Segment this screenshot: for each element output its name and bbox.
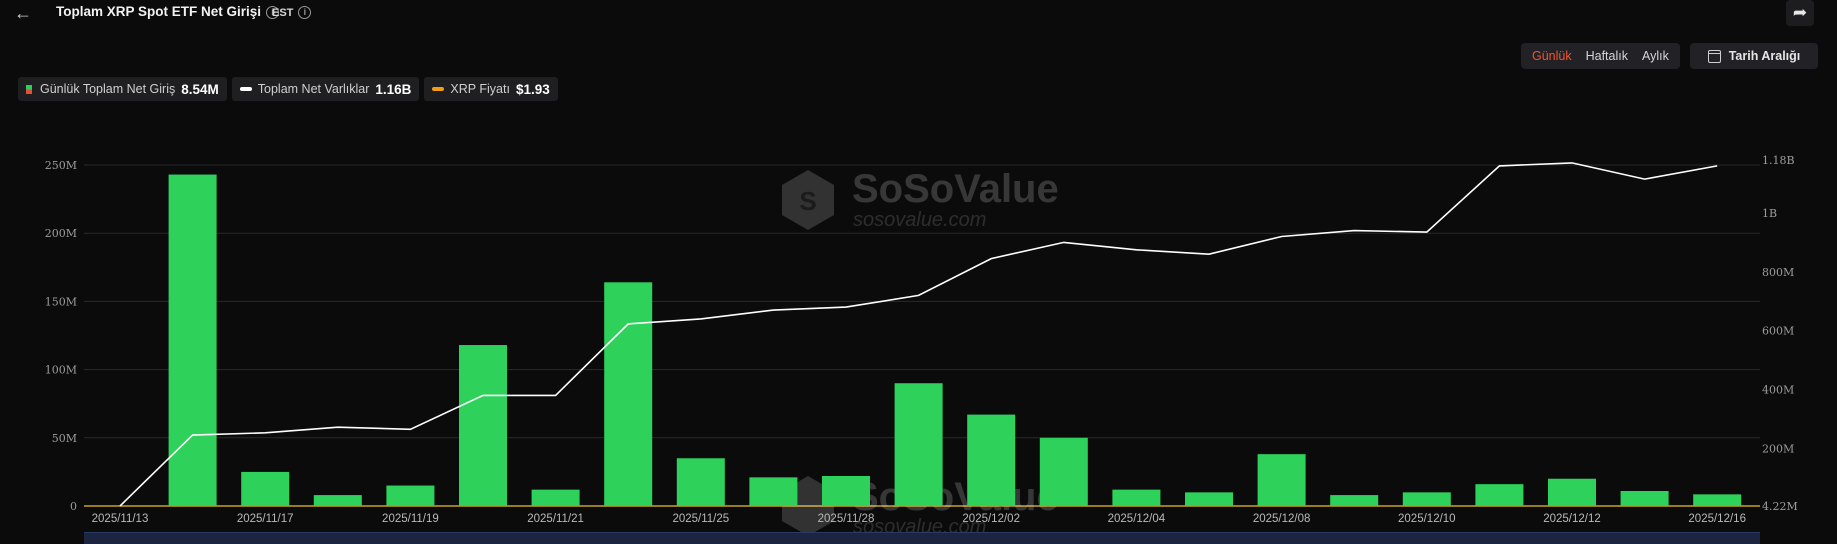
inflow-bar[interactable] [386, 486, 434, 506]
arrow-left-icon[interactable]: ← [14, 2, 36, 24]
period-toggle: Günlük Haftalık Aylık [1521, 43, 1680, 69]
calendar-icon [1708, 50, 1721, 63]
inflow-bar[interactable] [1330, 495, 1378, 506]
legend-label: XRP Fiyatı [450, 82, 510, 96]
etf-flow-chart[interactable]: S SoSoValue sosovalue.com SoSoValue soso… [0, 140, 1837, 532]
x-axis-tick-label: 2025/11/25 [672, 513, 729, 525]
left-axis-tick-label: 50M [52, 432, 77, 445]
inflow-bar[interactable] [1040, 438, 1088, 506]
legend-value: 1.16B [375, 82, 411, 97]
inflow-bar[interactable] [967, 415, 1015, 506]
inflow-bar[interactable] [1693, 494, 1741, 506]
legend-label: Günlük Toplam Net Giriş [40, 82, 175, 96]
left-axis-tick-label: 150M [45, 295, 77, 308]
legend-value: $1.93 [516, 82, 550, 97]
page-title-text: Toplam XRP Spot ETF Net Girişi [56, 4, 261, 19]
share-icon[interactable]: ➦ [1786, 0, 1814, 26]
left-axis-tick-label: 0 [70, 500, 77, 513]
x-axis-tick-label: 2025/12/04 [1108, 513, 1166, 525]
x-axis-tick-label: 2025/11/21 [527, 513, 584, 525]
inflow-bar[interactable] [895, 383, 943, 506]
bar-swatch-icon [26, 85, 32, 94]
timezone-label: EST i [272, 6, 311, 19]
x-axis-tick-label: 2025/12/16 [1688, 513, 1746, 525]
inflow-bar[interactable] [822, 476, 870, 506]
right-axis-tick-label: 600M [1762, 325, 1794, 338]
x-axis-tick-label: 2025/12/02 [962, 513, 1020, 525]
x-axis-tick-label: 2025/12/08 [1253, 513, 1311, 525]
inflow-bar[interactable] [749, 477, 797, 506]
period-weekly-button[interactable]: Haftalık [1579, 49, 1635, 63]
legend-daily-net-inflow[interactable]: Günlük Toplam Net Giriş 8.54M [18, 77, 227, 101]
inflow-bar[interactable] [1403, 492, 1451, 506]
legend-label: Toplam Net Varlıklar [258, 82, 370, 96]
inflow-bar[interactable] [1621, 491, 1669, 506]
chart-range-scrollbar[interactable] [84, 532, 1760, 544]
inflow-bar[interactable] [677, 458, 725, 506]
inflow-bar[interactable] [532, 490, 580, 506]
watermark-brand: SoSoValue [852, 475, 1059, 519]
right-axis: 4.22M 200M 400M 600M 800M 1B 1.18B [1762, 154, 1798, 513]
watermark-site: sosovalue.com [853, 209, 986, 231]
x-axis-tick-label: 2025/11/19 [382, 513, 439, 525]
info-icon[interactable]: i [298, 6, 311, 19]
inflow-bar[interactable] [1548, 479, 1596, 506]
x-axis-tick-label: 2025/11/13 [92, 513, 149, 525]
chart-legend: Günlük Toplam Net Giriş 8.54M Toplam Net… [18, 77, 558, 101]
period-daily-button[interactable]: Günlük [1525, 49, 1579, 63]
right-axis-tick-label: 4.22M [1762, 500, 1798, 513]
inflow-bar[interactable] [1112, 490, 1160, 506]
inflow-bar[interactable] [169, 175, 217, 506]
left-axis-tick-label: 100M [45, 364, 77, 377]
inflow-bar[interactable] [241, 472, 289, 506]
inflow-bar[interactable] [1475, 484, 1523, 506]
legend-value: 8.54M [181, 82, 219, 97]
inflow-bar[interactable] [604, 282, 652, 506]
right-axis-tick-label: 800M [1762, 266, 1794, 279]
date-range-button[interactable]: Tarih Aralığı [1690, 43, 1818, 69]
legend-xrp-price[interactable]: XRP Fiyatı $1.93 [424, 77, 557, 101]
watermark-brand: SoSoValue [852, 167, 1059, 211]
inflow-bar[interactable] [459, 345, 507, 506]
svg-text:S: S [799, 186, 816, 216]
right-axis-tick-label: 1B [1762, 207, 1777, 220]
inflow-bar[interactable] [1185, 492, 1233, 506]
timezone-text: EST [272, 7, 293, 19]
inflow-bar[interactable] [314, 495, 362, 506]
left-axis-tick-label: 250M [45, 159, 77, 172]
legend-total-net-assets[interactable]: Toplam Net Varlıklar 1.16B [232, 77, 420, 101]
sosovalue-logo-icon: S [782, 170, 834, 230]
line-swatch-icon [240, 87, 252, 91]
line-swatch-icon [432, 87, 444, 91]
inflow-bar[interactable] [1258, 454, 1306, 506]
left-axis-tick-label: 200M [45, 227, 77, 240]
x-axis-tick-label: 2025/11/17 [237, 513, 294, 525]
right-axis-tick-label: 400M [1762, 384, 1794, 397]
x-axis-tick-label: 2025/11/28 [818, 513, 875, 525]
x-axis-tick-label: 2025/12/12 [1543, 513, 1601, 525]
period-monthly-button[interactable]: Aylık [1635, 49, 1676, 63]
right-axis-tick-label: 1.18B [1762, 154, 1795, 167]
x-axis-tick-label: 2025/12/10 [1398, 513, 1456, 525]
date-range-label: Tarih Aralığı [1729, 49, 1801, 63]
right-axis-tick-label: 200M [1762, 442, 1794, 455]
left-axis: 0 50M 100M 150M 200M 250M [45, 159, 77, 513]
